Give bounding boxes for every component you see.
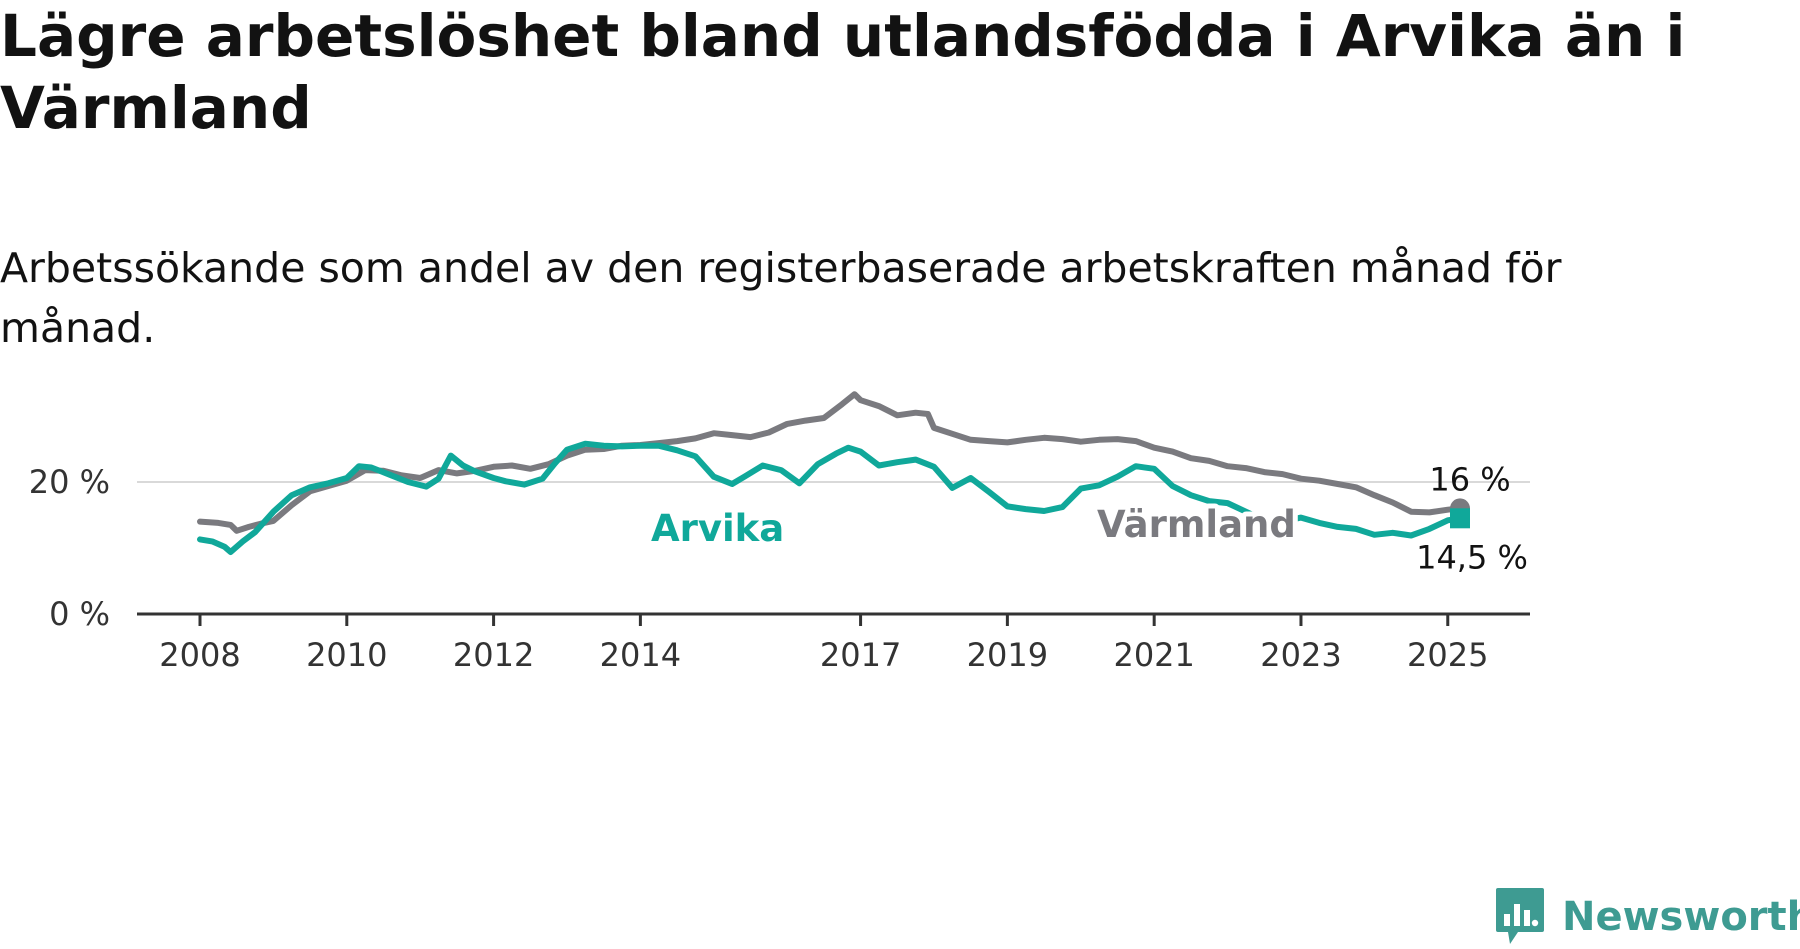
newsworthy-logo: Newsworthy — [1494, 885, 1800, 949]
end-marker-arvika — [1450, 508, 1470, 529]
x-tick-label: 2019 — [967, 636, 1048, 674]
series-line-arvika — [197, 440, 1463, 555]
x-tick-label: 2008 — [159, 636, 240, 674]
newsworthy-logo-icon — [1496, 888, 1544, 944]
newsworthy-logo-text: Newsworthy — [1562, 894, 1800, 940]
x-tick-label: 2021 — [1113, 636, 1194, 674]
x-tick-label: 2023 — [1260, 636, 1341, 674]
x-tick-label: 2010 — [306, 636, 387, 674]
series-label-arvika: Arvika — [651, 507, 784, 550]
x-tick-label: 2014 — [600, 636, 681, 674]
series-lines — [197, 391, 1463, 555]
chart-title: Lägre arbetslöshet bland utlandsfödda i … — [0, 2, 1686, 142]
x-tick-label: 2012 — [453, 636, 534, 674]
end-label-arvika: 14,5 % — [1416, 538, 1528, 576]
x-tick-label: 2025 — [1407, 636, 1488, 674]
series-label-varmland: Värmland — [1097, 503, 1296, 546]
x-axis: 2008 2010 2012 2014 2017 2019 2021 2023 2025 — [137, 612, 1530, 674]
y-tick-label: 20 % — [29, 463, 110, 501]
end-label-varmland: 16 % — [1429, 460, 1510, 498]
series-labels: 16 % 14,5 % Arvika Värmland — [646, 460, 1528, 576]
gridlines: 0 % 20 % — [29, 463, 1530, 633]
chart-subtitle: Arbetssökande som andel av den registerb… — [0, 244, 1562, 352]
y-tick-label: 0 % — [49, 595, 110, 633]
x-tick-label: 2017 — [820, 636, 901, 674]
